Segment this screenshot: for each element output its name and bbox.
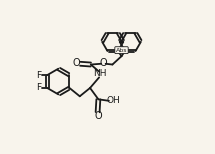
Text: O: O xyxy=(73,58,80,68)
Text: OH: OH xyxy=(107,96,121,105)
Text: F: F xyxy=(36,83,41,92)
Text: O: O xyxy=(100,58,108,68)
Text: Abs: Abs xyxy=(116,48,127,53)
Text: O: O xyxy=(95,111,102,121)
Text: NH: NH xyxy=(94,69,107,78)
Text: F: F xyxy=(36,71,41,80)
